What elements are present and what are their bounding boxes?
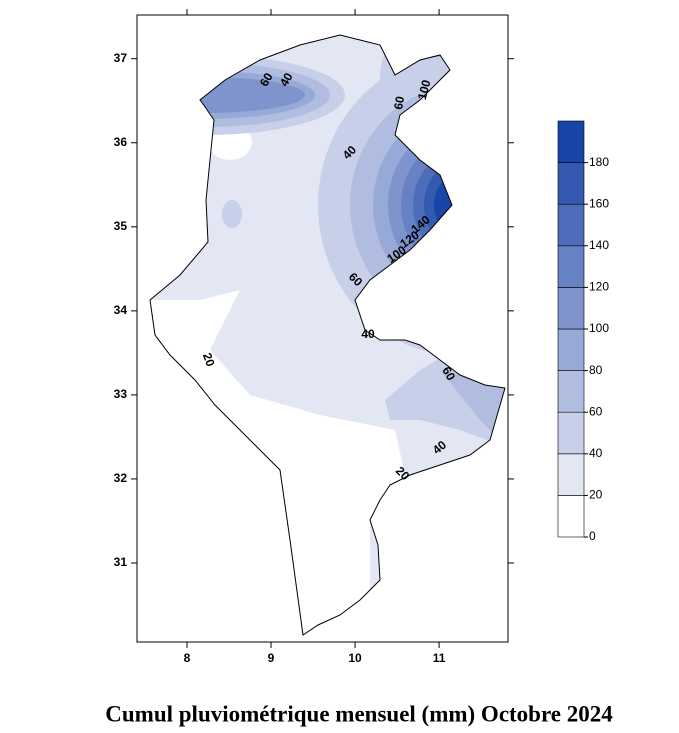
colorbar-label: 160 xyxy=(589,196,609,210)
colorbar-band xyxy=(557,453,585,496)
map-title: Cumul pluviométrique mensuel (mm) Octobr… xyxy=(105,701,613,726)
contour-label: 20 xyxy=(200,351,218,369)
colorbar-band xyxy=(557,287,585,330)
colorbar-band xyxy=(557,495,585,538)
colorbar-band xyxy=(557,328,585,371)
contour-label: 60 xyxy=(439,364,458,383)
x-tick-label: 10 xyxy=(348,651,362,665)
x-tick-label: 11 xyxy=(433,651,446,665)
contour-label: 40 xyxy=(361,327,375,341)
y-tick-label: 32 xyxy=(114,471,128,485)
y-tick-label: 33 xyxy=(114,387,128,401)
colorbar-label: 80 xyxy=(589,363,603,377)
colorbar-label: 140 xyxy=(589,238,609,252)
colorbar-band xyxy=(557,120,585,163)
contour-label: 60 xyxy=(257,70,276,89)
colorbar-label: 100 xyxy=(589,321,609,335)
colorbar-band xyxy=(557,162,585,205)
colorbar-label: 60 xyxy=(589,404,603,418)
contour-label: 60 xyxy=(391,95,407,111)
x-tick-label: 8 xyxy=(184,651,191,665)
contour-label: 100 xyxy=(415,78,434,101)
y-tick-label: 36 xyxy=(114,135,128,149)
colorbar-label: 0 xyxy=(589,529,596,543)
colorbar-band xyxy=(557,203,585,247)
colorbar-label: 40 xyxy=(589,446,603,460)
field xyxy=(222,200,242,228)
colorbar-band xyxy=(557,245,585,288)
x-tick-label: 9 xyxy=(268,651,275,665)
y-tick-label: 35 xyxy=(114,219,128,233)
y-tick-label: 31 xyxy=(114,555,128,569)
colorbar-label: 120 xyxy=(589,280,609,294)
colorbar-label: 20 xyxy=(589,488,603,502)
y-tick-label: 37 xyxy=(114,51,128,65)
field xyxy=(440,370,505,440)
contour-label: 40 xyxy=(277,70,296,89)
y-tick-label: 34 xyxy=(114,303,128,317)
colorbar-band xyxy=(557,370,585,413)
colorbar-band xyxy=(557,411,585,455)
colorbar-label: 180 xyxy=(589,155,609,169)
